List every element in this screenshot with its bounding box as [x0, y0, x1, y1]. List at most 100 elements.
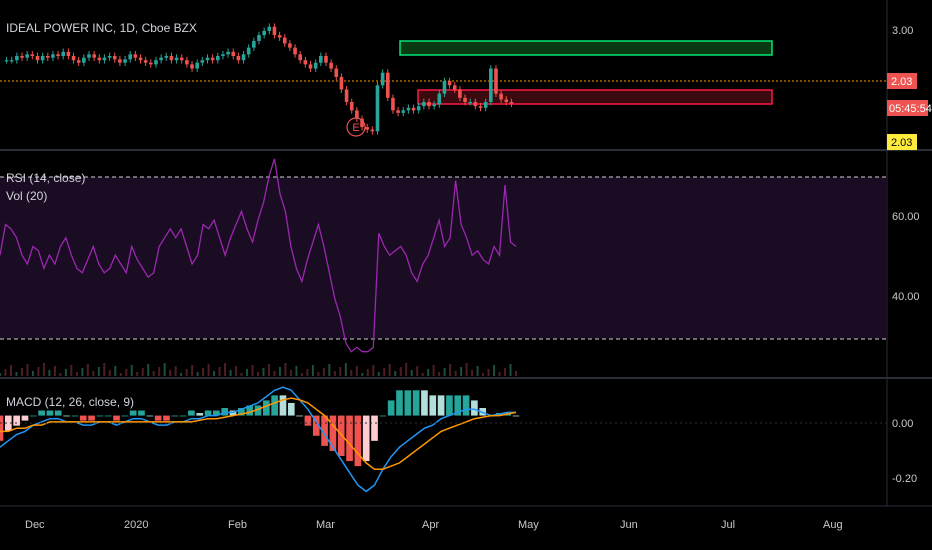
- candle: [252, 40, 256, 48]
- candle: [133, 54, 138, 58]
- time-tick-jun: Jun: [620, 519, 638, 531]
- candle: [215, 56, 220, 61]
- candle: [61, 51, 66, 56]
- volume-bar: [322, 368, 325, 376]
- volume-bar: [509, 364, 512, 376]
- time-tick-jul: Jul: [721, 519, 735, 531]
- volume-bar: [465, 363, 468, 376]
- rsi-line: [0, 158, 517, 353]
- candle: [154, 60, 158, 65]
- macd-histogram-bar: [262, 400, 270, 416]
- signal-line: [0, 397, 517, 471]
- macd-histogram-bar: [454, 395, 462, 416]
- candle: [401, 110, 406, 113]
- macd-histogram-bar: [354, 415, 362, 467]
- candle: [494, 68, 498, 94]
- macd-histogram-bar: [121, 415, 129, 417]
- candle: [138, 57, 143, 61]
- candle: [164, 56, 169, 58]
- macd-histogram-bar: [412, 390, 420, 416]
- macd-histogram-bar: [213, 410, 220, 416]
- volume-bar: [191, 365, 194, 376]
- candle: [107, 56, 112, 58]
- macd-histogram-bar: [287, 402, 295, 416]
- macd-histogram-bar: [21, 415, 29, 421]
- macd-histogram-bar: [138, 410, 145, 416]
- support-zone[interactable]: [417, 89, 773, 105]
- candle: [190, 64, 194, 69]
- time-tick-may: May: [518, 519, 539, 531]
- macd-histogram-bar: [63, 415, 70, 417]
- volume-bar: [515, 371, 517, 376]
- macd-histogram-bar: [179, 415, 187, 417]
- candle: [288, 43, 292, 48]
- time-tick-mar: Mar: [316, 519, 335, 531]
- volume-bar: [350, 370, 353, 376]
- candle: [92, 54, 96, 58]
- volume-bar: [119, 373, 122, 376]
- macd-histogram-bar: [396, 390, 403, 416]
- yellow-badge-bg: [887, 134, 917, 150]
- volume-bar: [366, 369, 369, 376]
- candle: [303, 60, 308, 65]
- candle: [97, 57, 102, 61]
- volume-bar: [344, 363, 347, 376]
- candle: [123, 59, 127, 63]
- time-tick-2020: 2020: [124, 519, 148, 531]
- volume-bar: [438, 372, 441, 376]
- resistance-zone[interactable]: [399, 40, 773, 56]
- candle: [313, 62, 318, 69]
- candle: [504, 99, 509, 102]
- volume-bar: [295, 366, 298, 376]
- volume-bar: [289, 370, 292, 376]
- candle: [236, 56, 241, 61]
- candle: [375, 85, 380, 132]
- macd-histogram-bar: [304, 415, 312, 426]
- candle: [195, 62, 199, 69]
- macd-histogram-bar: [446, 395, 453, 416]
- candle: [185, 60, 189, 65]
- volume-bar: [443, 368, 446, 376]
- volume-bar: [339, 367, 342, 376]
- candle: [200, 60, 205, 63]
- earnings-marker-label: E: [352, 122, 359, 134]
- candle: [246, 47, 251, 55]
- volume-bar: [130, 365, 133, 376]
- candle: [499, 93, 503, 100]
- macd-label[interactable]: MACD (12, 26, close, 9): [6, 395, 134, 409]
- candle: [293, 47, 297, 55]
- volume-bar: [504, 368, 507, 376]
- volume-bar: [251, 365, 254, 376]
- macd-histogram-bar: [0, 415, 4, 441]
- candle: [82, 57, 86, 63]
- candle: [205, 57, 210, 61]
- candle: [282, 37, 287, 44]
- candle: [489, 68, 493, 102]
- volume-bar: [185, 369, 188, 376]
- macd-tick-neg02: -0.20: [892, 473, 917, 485]
- macd-histogram-bar: [71, 415, 79, 417]
- time-tick-aug: Aug: [823, 519, 843, 531]
- volume-bar: [97, 367, 100, 376]
- candle: [458, 89, 462, 98]
- candle: [298, 54, 303, 61]
- candle: [478, 106, 483, 108]
- candle: [51, 54, 55, 58]
- vol-label[interactable]: Vol (20): [6, 189, 47, 203]
- volume-bar: [174, 366, 177, 376]
- volume-bar: [70, 365, 73, 376]
- volume-bar: [498, 372, 501, 376]
- earnings-marker-icon[interactable]: [346, 117, 366, 137]
- candle: [355, 110, 359, 119]
- candle: [35, 56, 40, 61]
- volume-bar: [224, 363, 227, 376]
- volume-bar: [235, 366, 238, 376]
- rsi-label[interactable]: RSI (14, close): [6, 171, 85, 185]
- candle: [483, 102, 488, 108]
- candle: [324, 56, 328, 63]
- volume-bar: [267, 364, 270, 376]
- volume-bar: [196, 372, 199, 376]
- macd-histogram-bar: [38, 410, 45, 416]
- candle: [20, 56, 24, 58]
